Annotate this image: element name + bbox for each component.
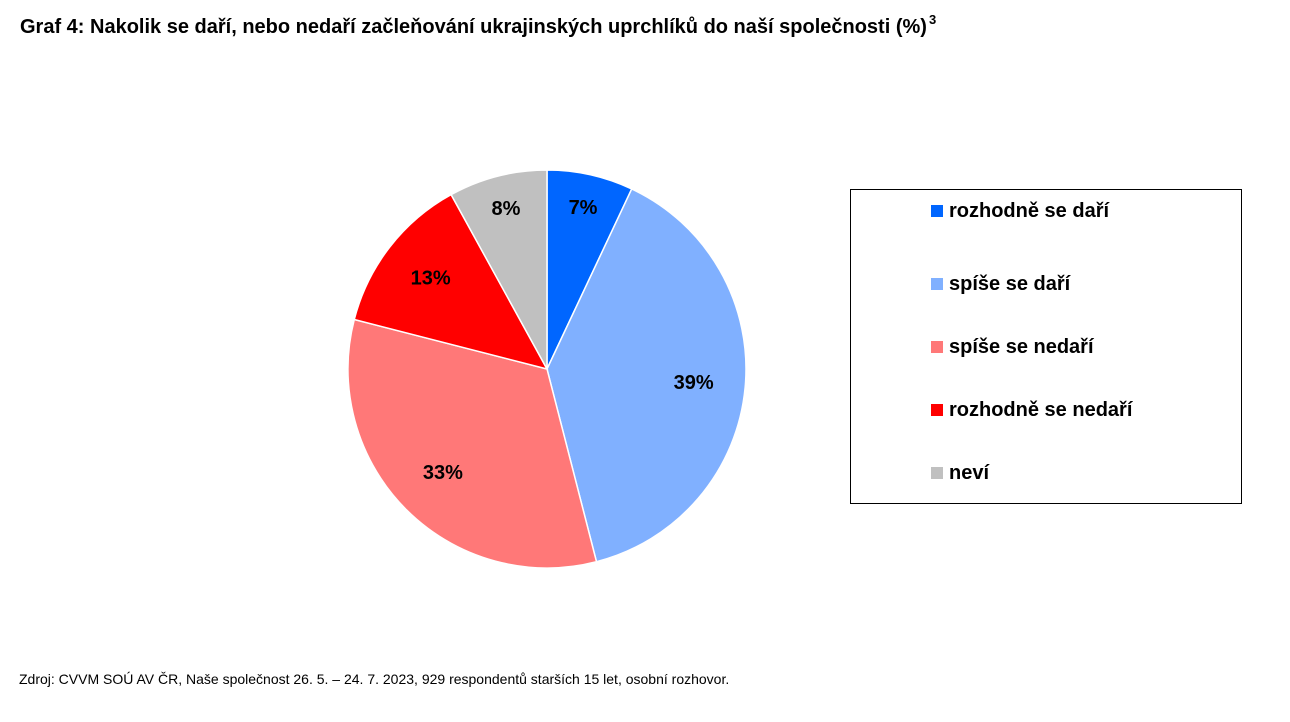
legend-label: spíše se nedaří bbox=[949, 335, 1094, 358]
legend-item-spise-se-dari: spíše se daří bbox=[931, 271, 1070, 297]
pie-slice-spise-se-dari bbox=[546, 187, 747, 563]
data-label-spise-se-dari: 39% bbox=[674, 372, 714, 394]
data-label-rozhodne-se-dari: 7% bbox=[569, 197, 598, 219]
legend-swatch bbox=[931, 205, 943, 217]
legend-swatch bbox=[931, 467, 943, 479]
data-label-spise-se-nedari: 33% bbox=[423, 462, 463, 484]
data-label-nevi: 8% bbox=[491, 198, 520, 220]
chart-legend: rozhodně se daří spíše se daří spíše se … bbox=[850, 189, 1242, 504]
pie-slice-spise-se-nedari bbox=[347, 318, 598, 569]
legend-swatch bbox=[931, 278, 943, 290]
legend-swatch bbox=[931, 341, 943, 353]
legend-item-spise-se-nedari: spíše se nedaří bbox=[931, 334, 1094, 360]
legend-item-rozhodne-se-nedari: rozhodně se nedaří bbox=[931, 397, 1132, 423]
legend-label: rozhodně se daří bbox=[949, 199, 1110, 222]
legend-label: spíše se daří bbox=[949, 272, 1071, 295]
legend-label: rozhodně se nedaří bbox=[949, 398, 1133, 421]
data-label-rozhodne-se-nedari: 13% bbox=[411, 268, 451, 290]
legend-item-rozhodne-se-dari: rozhodně se daří bbox=[931, 198, 1109, 224]
legend-item-nevi: neví bbox=[931, 460, 989, 486]
source-note: Zdroj: CVVM SOÚ AV ČR, Naše společnost 2… bbox=[19, 671, 730, 687]
legend-label: neví bbox=[949, 461, 990, 484]
pie-slice-nevi bbox=[450, 169, 548, 370]
footnote-mark: 3 bbox=[928, 12, 937, 27]
legend-swatch bbox=[931, 404, 943, 416]
pie-slices bbox=[347, 169, 747, 569]
pie-slice-rozhodne-se-nedari bbox=[353, 193, 549, 371]
pie-data-labels: 7% 39% 33% 13% 8% bbox=[411, 197, 714, 484]
chart-title: Graf 4: Nakolik se daří, nebo nedaří zač… bbox=[20, 12, 937, 38]
